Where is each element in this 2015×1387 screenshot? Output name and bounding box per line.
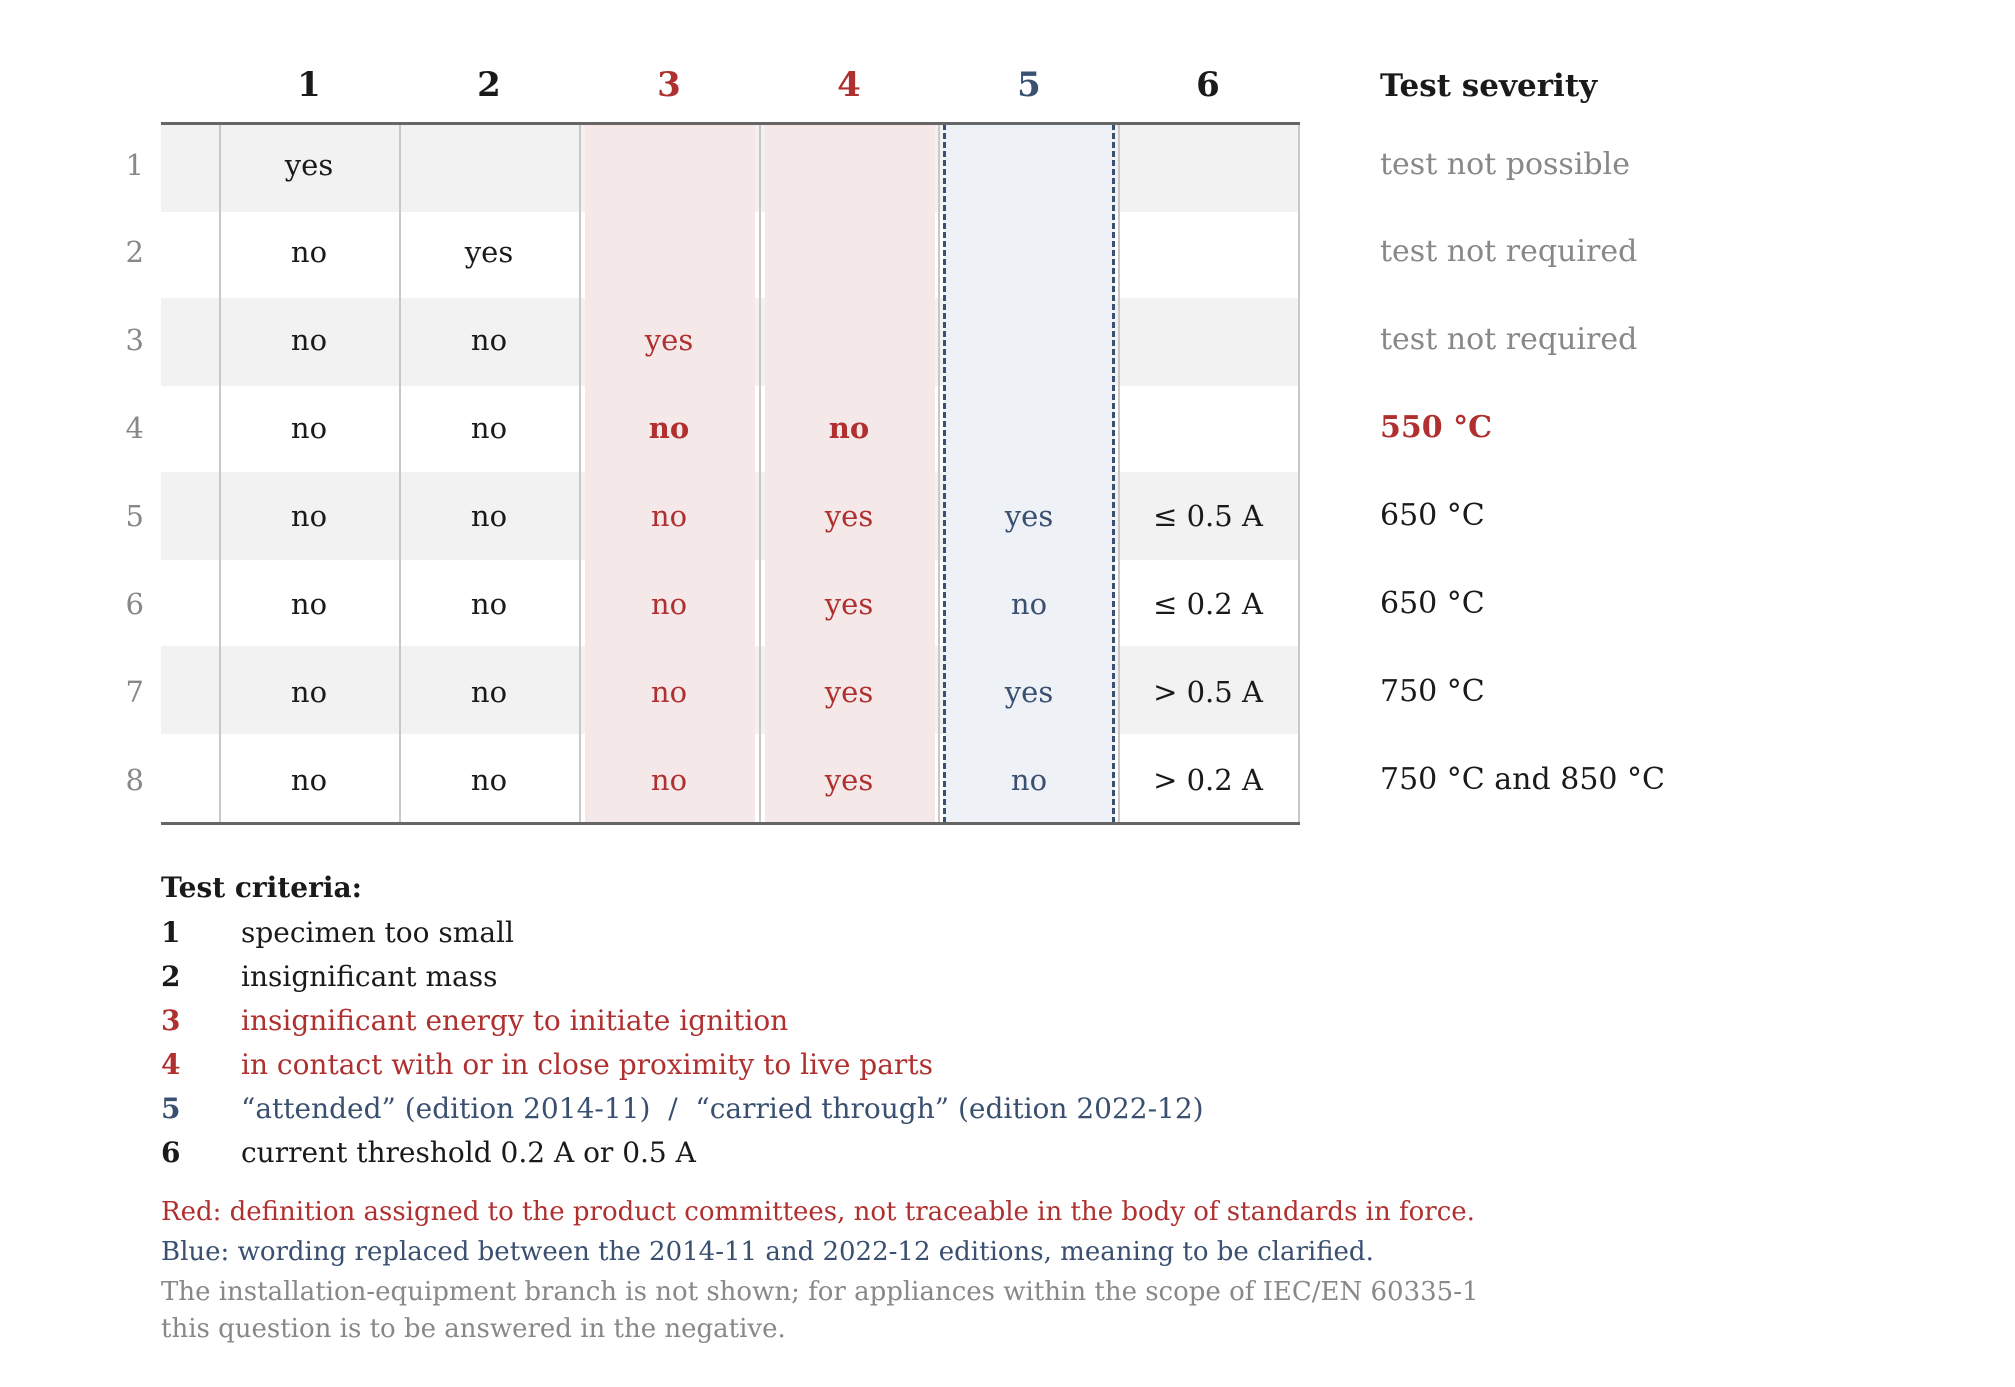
criteria-number: 6 xyxy=(161,1136,181,1169)
criteria-title: Test criteria: xyxy=(161,871,362,904)
severity-value: 750 °C and 850 °C xyxy=(1380,762,1665,797)
table-cell: yes xyxy=(824,587,874,621)
row-number: 5 xyxy=(125,499,144,533)
table-cell: no xyxy=(470,763,508,797)
table-cell: yes xyxy=(1004,499,1054,533)
table-cell: yes xyxy=(824,763,874,797)
row-number: 2 xyxy=(125,235,144,269)
criteria-number: 5 xyxy=(161,1092,181,1125)
table-cell: no xyxy=(470,323,508,357)
column-header-2: 2 xyxy=(477,65,501,105)
table-cell: no xyxy=(648,411,690,445)
row-number: 4 xyxy=(125,411,144,445)
criteria-text: “attended” (edition 2014-11) / “carried … xyxy=(241,1092,1204,1125)
criteria-text: in contact with or in close proximity to… xyxy=(241,1048,933,1081)
table-cell: yes xyxy=(464,235,514,269)
severity-value: 650 °C xyxy=(1380,586,1485,621)
table-cell: ≤ 0.5 A xyxy=(1153,499,1263,533)
table-cell: yes xyxy=(1004,675,1054,709)
column-divider xyxy=(219,124,221,823)
column-5-dashed-border-left xyxy=(943,124,946,823)
table-cell: no xyxy=(290,411,328,445)
table-cell: no xyxy=(470,499,508,533)
table-cell: no xyxy=(650,499,688,533)
column-divider xyxy=(1298,124,1300,823)
criteria-number: 2 xyxy=(161,960,181,993)
row-number: 6 xyxy=(125,587,144,621)
column-header-6: 6 xyxy=(1196,65,1220,105)
table-cell: no xyxy=(650,763,688,797)
severity-header: Test severity xyxy=(1380,68,1598,104)
column-header-4: 4 xyxy=(837,65,861,105)
table-cell: no xyxy=(290,323,328,357)
severity-value: test not possible xyxy=(1380,147,1630,182)
severity-value: 750 °C xyxy=(1380,674,1485,709)
criteria-text: specimen too small xyxy=(241,916,514,949)
table-cell: yes xyxy=(644,323,694,357)
table-cell: no xyxy=(290,499,328,533)
table-cell: no xyxy=(290,675,328,709)
column-divider xyxy=(1118,124,1120,823)
table-cell: no xyxy=(1010,763,1048,797)
criteria-text: insignificant energy to initiate ignitio… xyxy=(241,1004,789,1037)
row-number: 3 xyxy=(125,323,144,357)
table-bottom-rule xyxy=(161,822,1300,825)
column-header-3: 3 xyxy=(657,65,681,105)
table-cell: no xyxy=(1010,587,1048,621)
column-4-highlight xyxy=(765,124,935,823)
table-cell: no xyxy=(290,763,328,797)
table-cell: no xyxy=(650,587,688,621)
table-cell: yes xyxy=(284,148,334,182)
severity-value: test not required xyxy=(1380,322,1638,357)
column-header-1: 1 xyxy=(297,65,321,105)
criteria-text: insignificant mass xyxy=(241,960,498,993)
column-header-5: 5 xyxy=(1017,65,1041,105)
column-5-highlight xyxy=(944,124,1114,823)
column-5-dashed-border-right xyxy=(1112,124,1115,823)
table-cell: no xyxy=(470,675,508,709)
row-number: 7 xyxy=(125,675,144,709)
criteria-number: 4 xyxy=(161,1048,181,1081)
criteria-number: 1 xyxy=(161,916,181,949)
table-cell: no xyxy=(470,411,508,445)
table-cell: no xyxy=(290,235,328,269)
severity-value: 650 °C xyxy=(1380,498,1485,533)
column-divider xyxy=(579,124,581,823)
table-cell: yes xyxy=(824,675,874,709)
table-cell: > 0.5 A xyxy=(1153,675,1263,709)
table-cell: ≤ 0.2 A xyxy=(1153,587,1263,621)
table-cell: no xyxy=(470,587,508,621)
row-number: 1 xyxy=(125,148,144,182)
row-number: 8 xyxy=(125,763,144,797)
column-divider xyxy=(938,124,940,823)
table-cell: no xyxy=(650,675,688,709)
table-cell: yes xyxy=(824,499,874,533)
table-cell: no xyxy=(290,587,328,621)
table-top-rule xyxy=(161,122,1300,125)
column-divider xyxy=(399,124,401,823)
note-red: Red: definition assigned to the product … xyxy=(161,1197,1475,1227)
note-grey-line-2: this question is to be answered in the n… xyxy=(161,1314,786,1344)
table-cell: > 0.2 A xyxy=(1153,763,1263,797)
column-3-highlight xyxy=(585,124,755,823)
criteria-number: 3 xyxy=(161,1004,181,1037)
column-divider xyxy=(759,124,761,823)
criteria-text: current threshold 0.2 A or 0.5 A xyxy=(241,1136,696,1169)
note-grey-line-1: The installation-equipment branch is not… xyxy=(161,1277,1479,1307)
table-cell: no xyxy=(828,411,870,445)
severity-value: test not required xyxy=(1380,234,1638,269)
note-blue: Blue: wording replaced between the 2014-… xyxy=(161,1237,1374,1267)
severity-value: 550 °C xyxy=(1380,410,1492,445)
